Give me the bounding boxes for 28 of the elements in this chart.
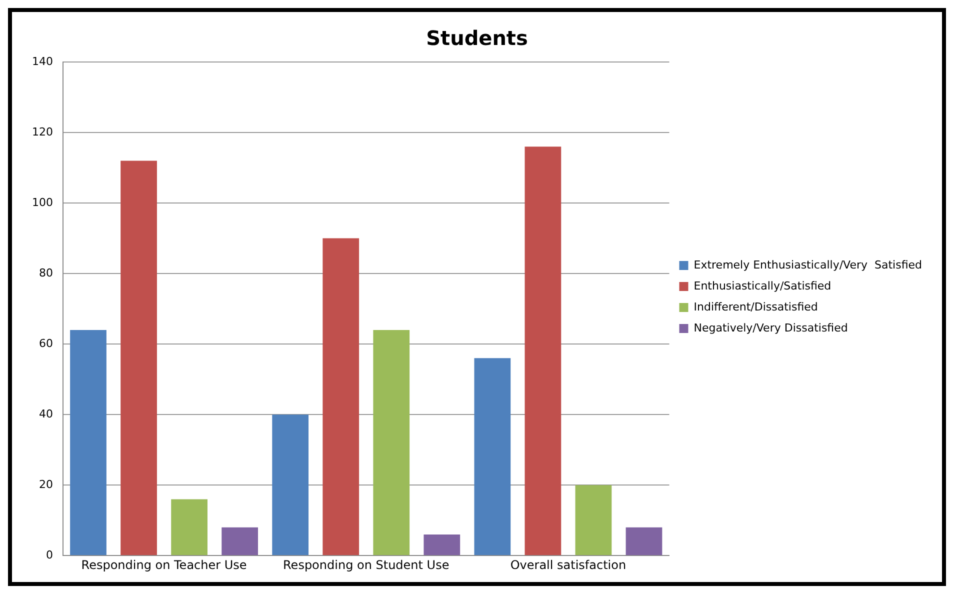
y-tick-label: 0 — [46, 548, 53, 562]
bar — [272, 414, 309, 556]
bar — [626, 527, 662, 556]
legend-label: Indifferent/Dissatisfied — [694, 300, 818, 314]
bar — [373, 330, 410, 556]
x-tick-label: Responding on Student Use — [283, 558, 450, 572]
y-tick-label: 40 — [38, 407, 53, 420]
bar — [222, 527, 258, 556]
chart-title: Students — [426, 26, 528, 50]
bar — [424, 534, 460, 556]
y-tick-label: 20 — [38, 478, 53, 491]
legend-label: Extremely Enthusiastically/Very Satisfied — [694, 258, 922, 272]
y-tick-label: 120 — [32, 125, 53, 138]
bar — [171, 499, 208, 556]
y-tick-label: 60 — [38, 336, 53, 350]
x-tick-label: Overall satisfaction — [510, 558, 626, 572]
x-tick-label: Responding on Teacher Use — [81, 558, 247, 572]
legend-label: Negatively/Very Dissatisfied — [694, 321, 848, 334]
legend-label: Enthusiastically/Satisfied — [694, 279, 832, 292]
y-tick-label: 100 — [32, 196, 53, 209]
bar — [474, 358, 511, 556]
y-tick-label: 140 — [32, 54, 53, 68]
bar — [524, 146, 562, 556]
bar — [322, 238, 360, 556]
bar — [575, 485, 612, 556]
y-tick-label: 80 — [38, 266, 53, 280]
bar — [70, 330, 106, 556]
bar — [120, 160, 157, 556]
